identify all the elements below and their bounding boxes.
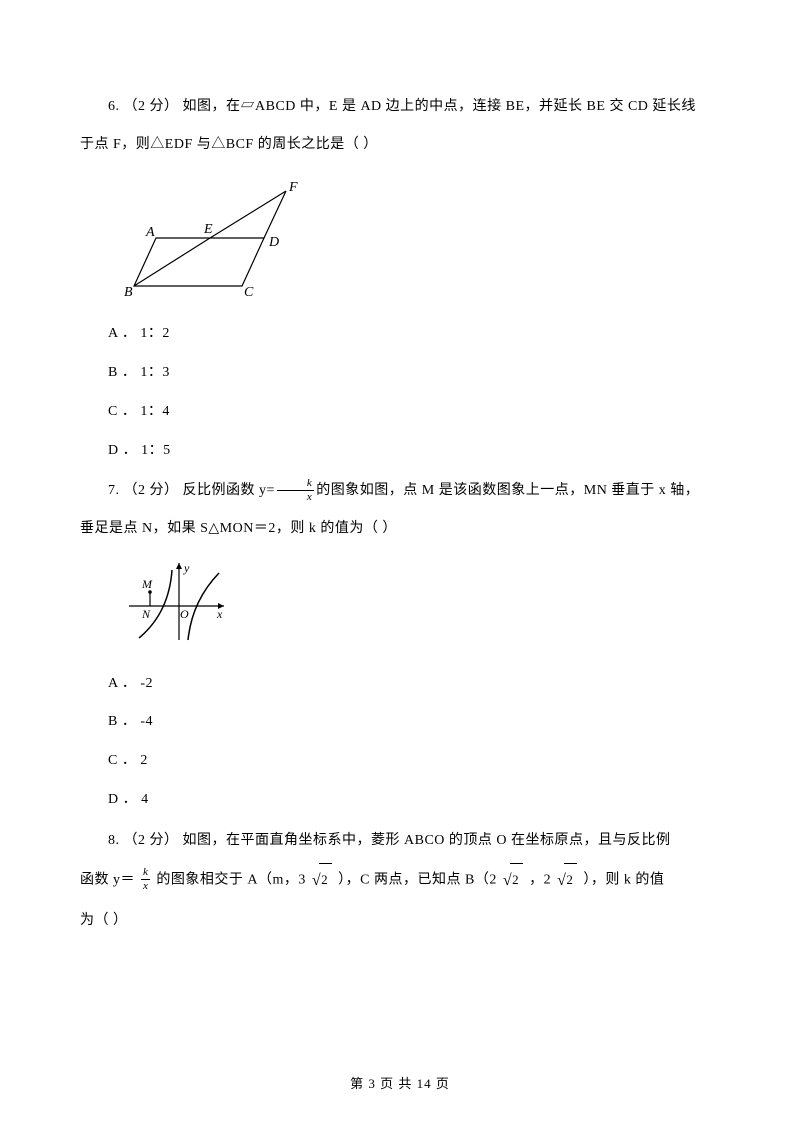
q6-label-F: F — [288, 180, 298, 195]
q8-stem-line2: 函数 y＝ kx 的图象相交于 A（m，3 2 ），C 两点，已知点 B（2 2… — [80, 861, 720, 899]
q6-label-C: C — [244, 285, 254, 298]
q8-frac-num: k — [141, 867, 150, 880]
q8-stem-line1: 8. （2 分） 如图，在平面直角坐标系中，菱形 ABCO 的顶点 O 在坐标原… — [80, 824, 720, 858]
q7-label-N: N — [141, 607, 151, 621]
q6-label-E: E — [203, 222, 213, 237]
document-page: 6. （2 分） 如图，在▱ABCD 中，E 是 AD 边上的中点，连接 BE，… — [0, 0, 800, 1132]
q7-stem-mid: 的图象如图，点 M 是该函数图象上一点，MN 垂直于 x 轴， — [316, 483, 699, 498]
q7-label-y: y — [183, 561, 190, 575]
footer-pre: 第 — [350, 1076, 368, 1091]
q7-stem-pre: 7. （2 分） 反比例函数 y= — [108, 483, 275, 498]
footer-post: 页 — [432, 1076, 450, 1091]
q8-sqrt-2-val: 2 — [510, 863, 523, 895]
page-footer: 第 3 页 共 14 页 — [0, 1073, 800, 1092]
q6-option-A: A ． 1：2 — [80, 319, 720, 350]
q7-stem-line1: 7. （2 分） 反比例函数 y=kx的图象如图，点 M 是该函数图象上一点，M… — [80, 474, 720, 508]
q7-label-x: x — [216, 607, 223, 621]
q8-l2-a: 函数 y＝ — [80, 873, 139, 888]
q6-label-B: B — [124, 285, 133, 298]
q8-sqrt-1: 2 — [312, 861, 332, 899]
q7-option-A: A ． -2 — [80, 669, 720, 700]
q8-l2-c: ），C 两点，已知点 B（2 — [334, 873, 501, 888]
q8-sqrt-3-val: 2 — [564, 863, 577, 895]
q8-frac-den: x — [141, 880, 150, 892]
q8-sqrt-2: 2 — [503, 861, 523, 899]
q6-label-A: A — [145, 225, 155, 240]
q8-stem-line3: 为（ ） — [80, 904, 720, 938]
q8-l2-d: ，2 — [525, 873, 555, 888]
q6-label-D: D — [268, 235, 279, 250]
q8-fraction: kx — [141, 867, 150, 892]
q7-fraction: kx — [277, 478, 314, 503]
q7-frac-num: k — [277, 478, 314, 491]
q7-figure: M N O x y — [124, 558, 720, 653]
q6-option-B: B ． 1：3 — [80, 358, 720, 389]
q8-l2-e: ），则 k 的值 — [579, 873, 664, 888]
q8-sqrt-1-val: 2 — [319, 863, 332, 895]
q7-option-D: D ． 4 — [80, 785, 720, 816]
hyperbola-svg: M N O x y — [124, 558, 239, 648]
q6-option-C: C ． 1：4 — [80, 397, 720, 428]
q7-stem-line2: 垂足是点 N，如果 S△MON＝2，则 k 的值为（ ） — [80, 512, 720, 546]
footer-current: 3 — [368, 1076, 376, 1091]
q8-l2-b: 的图象相交于 A（m，3 — [152, 873, 310, 888]
q7-frac-den: x — [277, 491, 314, 503]
q8-sqrt-3: 2 — [557, 861, 577, 899]
q6-option-D: D ． 1：5 — [80, 436, 720, 467]
footer-total: 14 — [417, 1076, 432, 1091]
q7-label-O: O — [180, 607, 189, 621]
q7-label-M: M — [141, 577, 153, 591]
q6-stem-line2: 于点 F，则△EDF 与△BCF 的周长之比是（ ） — [80, 128, 720, 162]
footer-mid: 页 共 — [376, 1076, 417, 1091]
q7-option-C: C ． 2 — [80, 746, 720, 777]
q6-figure: A B C D E F — [124, 173, 720, 303]
q6-stem-line1: 6. （2 分） 如图，在▱ABCD 中，E 是 AD 边上的中点，连接 BE，… — [80, 90, 720, 124]
parallelogram-svg: A B C D E F — [124, 173, 314, 298]
q7-option-B: B ． -4 — [80, 707, 720, 738]
